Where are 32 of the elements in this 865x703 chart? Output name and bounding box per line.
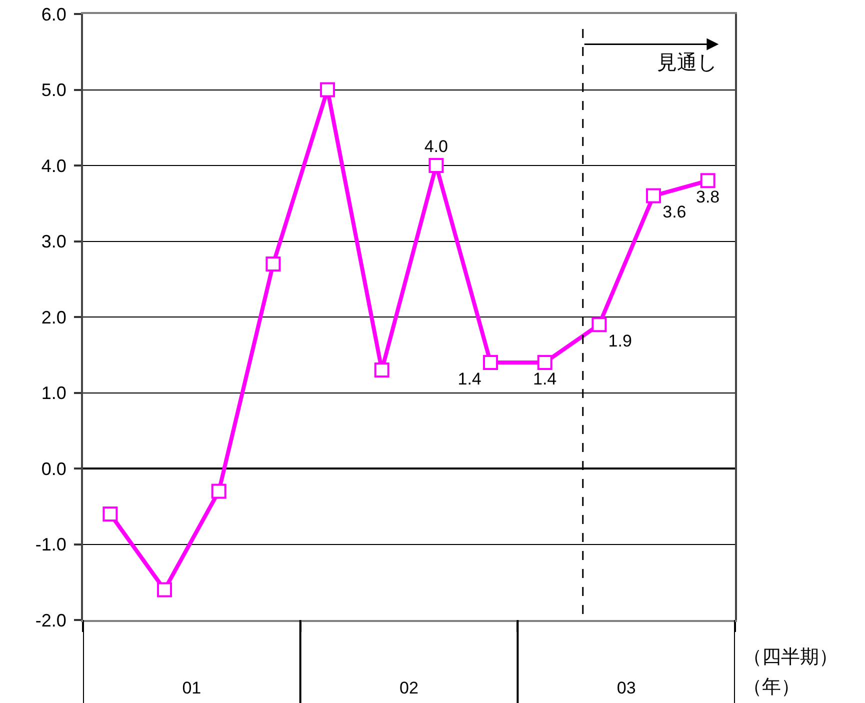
point — [646, 188, 661, 204]
point — [592, 317, 607, 332]
x-axis-title: （四半期）（年） — [743, 646, 839, 700]
data-label: 4.0 — [424, 137, 448, 156]
x-tick-label: 01 — [182, 678, 202, 698]
y-tick-label: -1.0 — [35, 534, 66, 555]
point — [157, 582, 172, 598]
ref-line-label: 見通し — [657, 52, 717, 74]
data-label: 1.4 — [458, 369, 482, 388]
data-label: 3.8 — [696, 188, 720, 207]
point — [211, 484, 226, 499]
point — [428, 158, 444, 173]
y-tick-label: 5.0 — [41, 80, 66, 100]
data-label: 1.9 — [608, 331, 632, 350]
point — [700, 173, 716, 188]
x-tick-label: 02 — [400, 678, 418, 698]
point — [537, 354, 552, 370]
point — [483, 354, 498, 370]
point — [102, 506, 118, 522]
point — [266, 256, 281, 272]
y-tick-label: 4.0 — [41, 156, 66, 176]
y-tick-label: 1.0 — [41, 383, 66, 404]
point — [374, 362, 390, 378]
y-tick-label: 6.0 — [41, 4, 66, 24]
x-tick-label: 03 — [616, 678, 636, 698]
data-label: 1.4 — [533, 369, 557, 388]
y-tick-label: -2.0 — [35, 610, 66, 630]
data-label: 3.6 — [662, 202, 686, 222]
y-tick-label: 3.0 — [41, 232, 66, 252]
point — [320, 82, 335, 98]
y-tick-label: 2.0 — [41, 307, 66, 328]
y-tick-label: 0.0 — [41, 458, 66, 479]
